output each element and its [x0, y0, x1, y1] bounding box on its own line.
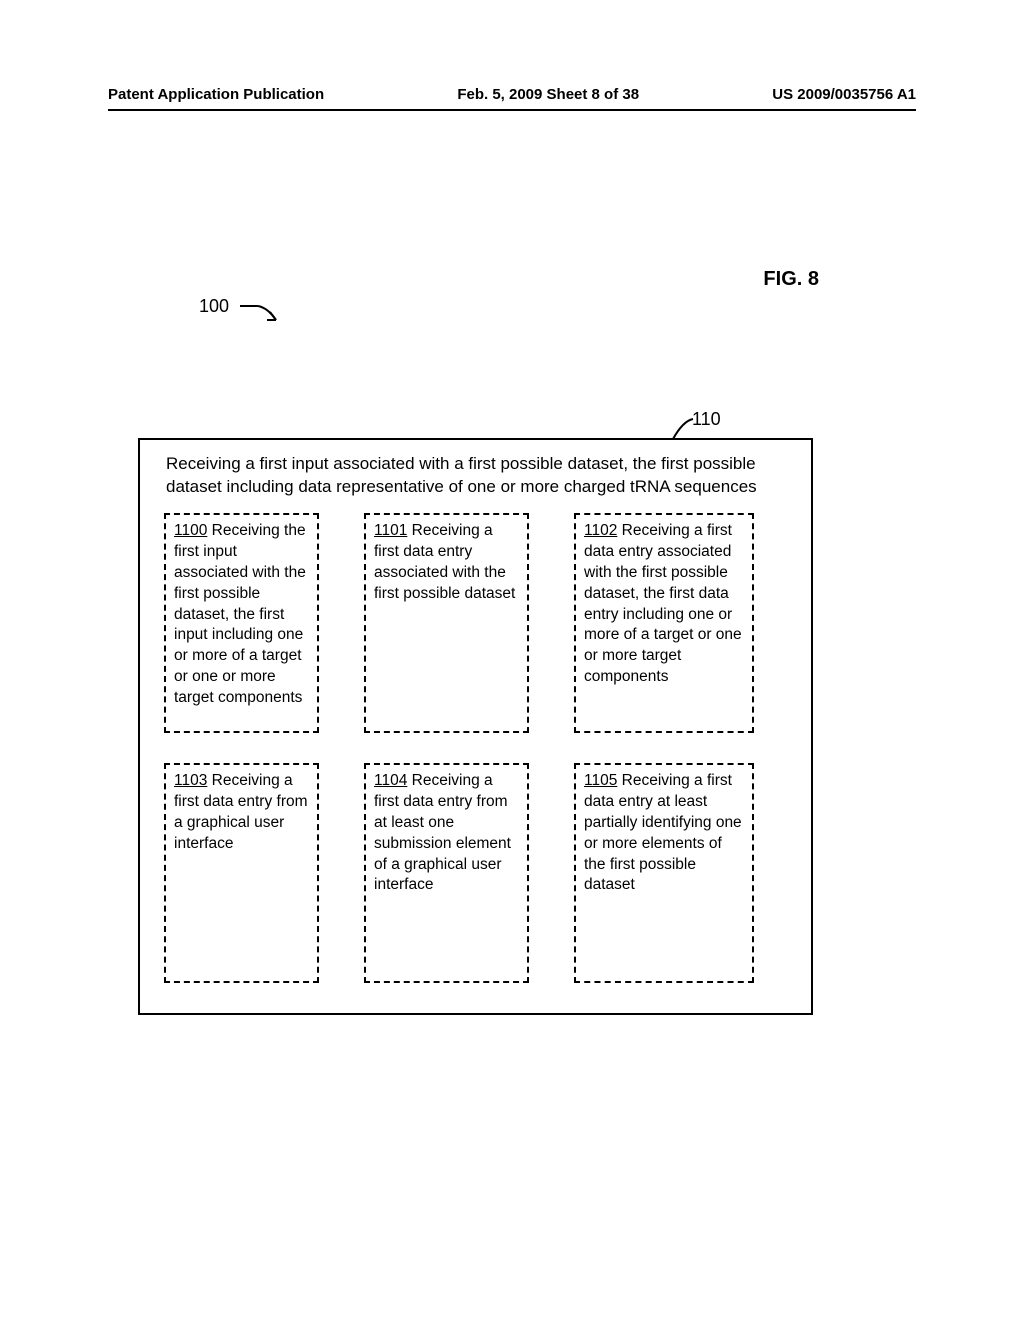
sub-steps-grid: 1100 Receiving the first input associate… — [164, 513, 797, 983]
cell-text: Receiving a first data entry associated … — [584, 522, 742, 685]
page-header: Patent Application Publication Feb. 5, 2… — [108, 86, 916, 103]
cell-text: Receiving the first input associated wit… — [174, 522, 306, 706]
cell-text: Receiving a first data entry at least pa… — [584, 772, 742, 894]
reference-110: 110 — [692, 409, 721, 430]
header-rule — [108, 109, 916, 111]
cell-1100: 1100 Receiving the first input associate… — [164, 513, 319, 733]
cell-text: Receiving a first data entry from at lea… — [374, 772, 511, 894]
main-step-box: Receiving a first input associated with … — [138, 438, 813, 1015]
cell-1103: 1103 Receiving a first data entry from a… — [164, 763, 319, 983]
cell-num: 1103 — [174, 772, 207, 789]
main-heading: Receiving a first input associated with … — [166, 453, 797, 499]
cell-num: 1102 — [584, 522, 617, 539]
cell-1105: 1105 Receiving a first data entry at lea… — [574, 763, 754, 983]
reference-100: 100 — [199, 296, 229, 317]
cell-num: 1104 — [374, 772, 407, 789]
cell-num: 1101 — [374, 522, 407, 539]
cell-1101: 1101 Receiving a first data entry associ… — [364, 513, 529, 733]
cell-num: 1100 — [174, 522, 207, 539]
arrow-100-icon — [238, 302, 288, 327]
header-center: Feb. 5, 2009 Sheet 8 of 38 — [457, 86, 639, 103]
cell-num: 1105 — [584, 772, 617, 789]
cell-1102: 1102 Receiving a first data entry associ… — [574, 513, 754, 733]
header-right: US 2009/0035756 A1 — [772, 86, 916, 103]
figure-label: FIG. 8 — [763, 268, 819, 291]
header-left: Patent Application Publication — [108, 86, 324, 103]
cell-1104: 1104 Receiving a first data entry from a… — [364, 763, 529, 983]
